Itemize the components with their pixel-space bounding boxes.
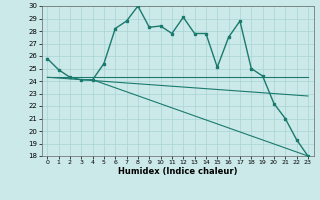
X-axis label: Humidex (Indice chaleur): Humidex (Indice chaleur) <box>118 167 237 176</box>
